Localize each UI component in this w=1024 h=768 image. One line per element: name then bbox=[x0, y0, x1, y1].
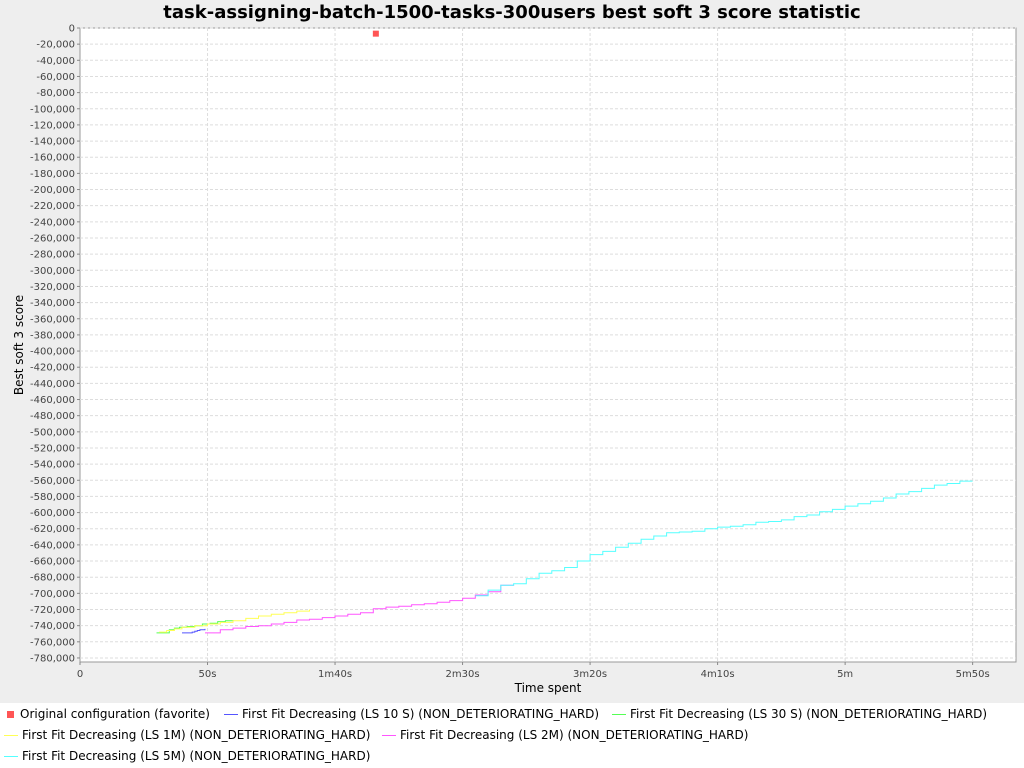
legend-label: First Fit Decreasing (LS 10 S) (NON_DETE… bbox=[242, 707, 600, 721]
legend-swatch-square-icon bbox=[7, 711, 14, 718]
y-tick-label: -580,000 bbox=[30, 492, 75, 503]
series-line-1 bbox=[182, 628, 206, 634]
legend-item-ls-10s: First Fit Decreasing (LS 10 S) (NON_DETE… bbox=[224, 707, 599, 721]
legend-item-ls-1m: First Fit Decreasing (LS 1M) (NON_DETERI… bbox=[4, 728, 370, 742]
grid-lines bbox=[80, 27, 1016, 662]
x-tick-label: 5m bbox=[837, 669, 853, 680]
y-tick-label: -100,000 bbox=[30, 104, 75, 115]
x-axis-ticks: 0 50s 1m40s 2m30s 3m20s 4m10s 5m 5m50s bbox=[77, 662, 990, 680]
y-tick-label: -680,000 bbox=[30, 573, 75, 584]
y-tick-label: -360,000 bbox=[30, 314, 75, 325]
x-axis-label: Time spent bbox=[514, 681, 582, 695]
legend-label: First Fit Decreasing (LS 2M) (NON_DETERI… bbox=[400, 728, 749, 742]
legend-swatch-line-icon bbox=[4, 756, 18, 757]
x-tick-label: 5m50s bbox=[956, 669, 990, 680]
legend-swatch-line-icon bbox=[612, 714, 626, 715]
y-tick-label: -180,000 bbox=[30, 169, 75, 180]
y-tick-label: -660,000 bbox=[30, 557, 75, 568]
y-tick-label: -60,000 bbox=[36, 72, 75, 83]
y-tick-label: -540,000 bbox=[30, 460, 75, 471]
y-tick-label: -240,000 bbox=[30, 217, 75, 228]
x-tick-label: 1m40s bbox=[318, 669, 352, 680]
legend-item-ls-5m: First Fit Decreasing (LS 5M) (NON_DETERI… bbox=[4, 749, 370, 763]
y-axis-label: Best soft 3 score bbox=[12, 295, 26, 395]
legend-label: First Fit Decreasing (LS 30 S) (NON_DETE… bbox=[630, 707, 988, 721]
y-tick-label: -120,000 bbox=[30, 120, 75, 131]
y-tick-label: -400,000 bbox=[30, 347, 75, 358]
y-tick-label: -200,000 bbox=[30, 185, 75, 196]
series-line-4 bbox=[205, 584, 515, 634]
legend-swatch-line-icon bbox=[382, 735, 396, 736]
legend-item-original: Original configuration (favorite) bbox=[4, 707, 210, 721]
y-tick-label: -600,000 bbox=[30, 508, 75, 519]
y-tick-label: -740,000 bbox=[30, 621, 75, 632]
score-chart: task-assigning-batch-1500-tasks-300users… bbox=[12, 2, 1017, 695]
legend-label: First Fit Decreasing (LS 1M) (NON_DETERI… bbox=[22, 728, 371, 742]
y-tick-label: -640,000 bbox=[30, 540, 75, 551]
legend-item-ls-30s: First Fit Decreasing (LS 30 S) (NON_DETE… bbox=[612, 707, 987, 721]
y-tick-label: -440,000 bbox=[30, 379, 75, 390]
y-tick-label: -260,000 bbox=[30, 233, 75, 244]
x-tick-label: 0 bbox=[77, 669, 83, 680]
y-tick-label: -300,000 bbox=[30, 266, 75, 277]
y-tick-label: -140,000 bbox=[30, 137, 75, 148]
series-line-5 bbox=[475, 480, 973, 597]
y-tick-label: -220,000 bbox=[30, 201, 75, 212]
y-tick-label: -340,000 bbox=[30, 298, 75, 309]
y-tick-label: -720,000 bbox=[30, 605, 75, 616]
y-tick-label: -460,000 bbox=[30, 395, 75, 406]
y-tick-label: -760,000 bbox=[30, 637, 75, 648]
plot-area bbox=[79, 27, 1017, 663]
series-line-3 bbox=[159, 609, 310, 633]
legend-item-ls-2m: First Fit Decreasing (LS 2M) (NON_DETERI… bbox=[382, 728, 748, 742]
y-tick-label: 0 bbox=[69, 24, 75, 35]
legend-swatch-line-icon bbox=[4, 735, 18, 736]
y-tick-label: -420,000 bbox=[30, 363, 75, 374]
y-axis-ticks: 0 -20,000 -40,000 -60,000 -80,000 -100,000 -12… bbox=[30, 24, 80, 664]
y-tick-label: -480,000 bbox=[30, 411, 75, 422]
y-tick-label: -40,000 bbox=[36, 56, 75, 67]
y-tick-label: -80,000 bbox=[36, 88, 75, 99]
y-tick-label: -280,000 bbox=[30, 250, 75, 261]
legend-label: First Fit Decreasing (LS 5M) (NON_DETERI… bbox=[22, 749, 371, 763]
x-tick-label: 3m20s bbox=[573, 669, 607, 680]
x-tick-label: 4m10s bbox=[701, 669, 735, 680]
y-tick-label: -520,000 bbox=[30, 443, 75, 454]
y-tick-label: -320,000 bbox=[30, 282, 75, 293]
x-tick-label: 50s bbox=[199, 669, 217, 680]
y-tick-label: -20,000 bbox=[36, 40, 75, 51]
legend: Original configuration (favorite) First … bbox=[0, 703, 1024, 768]
y-tick-label: -500,000 bbox=[30, 427, 75, 438]
y-tick-label: -780,000 bbox=[30, 653, 75, 664]
chart-title: task-assigning-batch-1500-tasks-300users… bbox=[163, 2, 860, 23]
series-point-original bbox=[372, 30, 379, 37]
y-tick-label: -700,000 bbox=[30, 589, 75, 600]
legend-label: Original configuration (favorite) bbox=[20, 707, 210, 721]
y-tick-label: -380,000 bbox=[30, 330, 75, 341]
x-tick-label: 2m30s bbox=[446, 669, 480, 680]
y-tick-label: -160,000 bbox=[30, 153, 75, 164]
series-layer bbox=[156, 30, 973, 634]
y-tick-label: -620,000 bbox=[30, 524, 75, 535]
legend-swatch-line-icon bbox=[224, 714, 238, 715]
y-tick-label: -560,000 bbox=[30, 476, 75, 487]
